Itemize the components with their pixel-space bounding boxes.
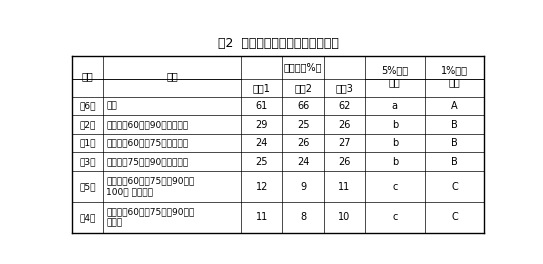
Text: 61: 61 [256,101,268,111]
Text: 重复2: 重复2 [294,83,312,93]
Text: 66: 66 [297,101,309,111]
Text: c: c [392,213,397,223]
Text: 对照: 对照 [106,102,117,111]
Text: （3）: （3） [79,157,96,166]
Text: （2）: （2） [79,120,96,129]
Text: 26: 26 [297,138,309,148]
Text: 27: 27 [338,138,351,148]
Text: A: A [451,101,458,111]
Text: b: b [392,157,398,167]
Text: 盛花期后60天、75天、90天、
100天 喷施四次: 盛花期后60天、75天、90天、 100天 喷施四次 [106,177,194,196]
Text: 12: 12 [256,182,268,191]
Text: 24: 24 [256,138,268,148]
Text: B: B [451,120,458,130]
Text: b: b [392,120,398,130]
Text: 26: 26 [338,120,350,130]
Text: c: c [392,182,397,191]
Text: 25: 25 [297,120,310,130]
Text: （6）: （6） [79,102,96,111]
Text: 5%显著
水平: 5%显著 水平 [381,66,408,87]
Text: 11: 11 [256,213,268,223]
Text: 盛花期后60天、75天、90天喷
施三次: 盛花期后60天、75天、90天喷 施三次 [106,208,194,227]
Text: B: B [451,157,458,167]
Text: 26: 26 [338,157,350,167]
Text: C: C [451,213,458,223]
Text: 表2  不同使用方法对裂果率的影响: 表2 不同使用方法对裂果率的影响 [218,37,339,50]
Text: 9: 9 [300,182,306,191]
Text: 1%显著
水平: 1%显著 水平 [441,66,468,87]
Text: 62: 62 [338,101,350,111]
Text: 24: 24 [297,157,309,167]
Text: 盛花期后75天、90天喷施两次: 盛花期后75天、90天喷施两次 [106,157,188,166]
Text: 编号: 编号 [81,71,93,81]
Text: （1）: （1） [79,139,96,148]
Text: 11: 11 [338,182,350,191]
Text: 盛花期后60天、75天喷施两次: 盛花期后60天、75天喷施两次 [106,139,188,148]
Text: （4）: （4） [79,213,96,222]
Text: 重复1: 重复1 [253,83,271,93]
Text: （5）: （5） [79,182,96,191]
Text: a: a [392,101,398,111]
Text: B: B [451,138,458,148]
Text: 25: 25 [256,157,268,167]
Text: 29: 29 [256,120,268,130]
Text: 裂果率（%）: 裂果率（%） [284,63,323,73]
Text: 处理: 处理 [166,71,178,81]
Text: 盛花期后60天、90天喷施两次: 盛花期后60天、90天喷施两次 [106,120,188,129]
Text: b: b [392,138,398,148]
Text: 8: 8 [300,213,306,223]
Text: 10: 10 [338,213,350,223]
Text: 重复3: 重复3 [336,83,353,93]
Text: C: C [451,182,458,191]
